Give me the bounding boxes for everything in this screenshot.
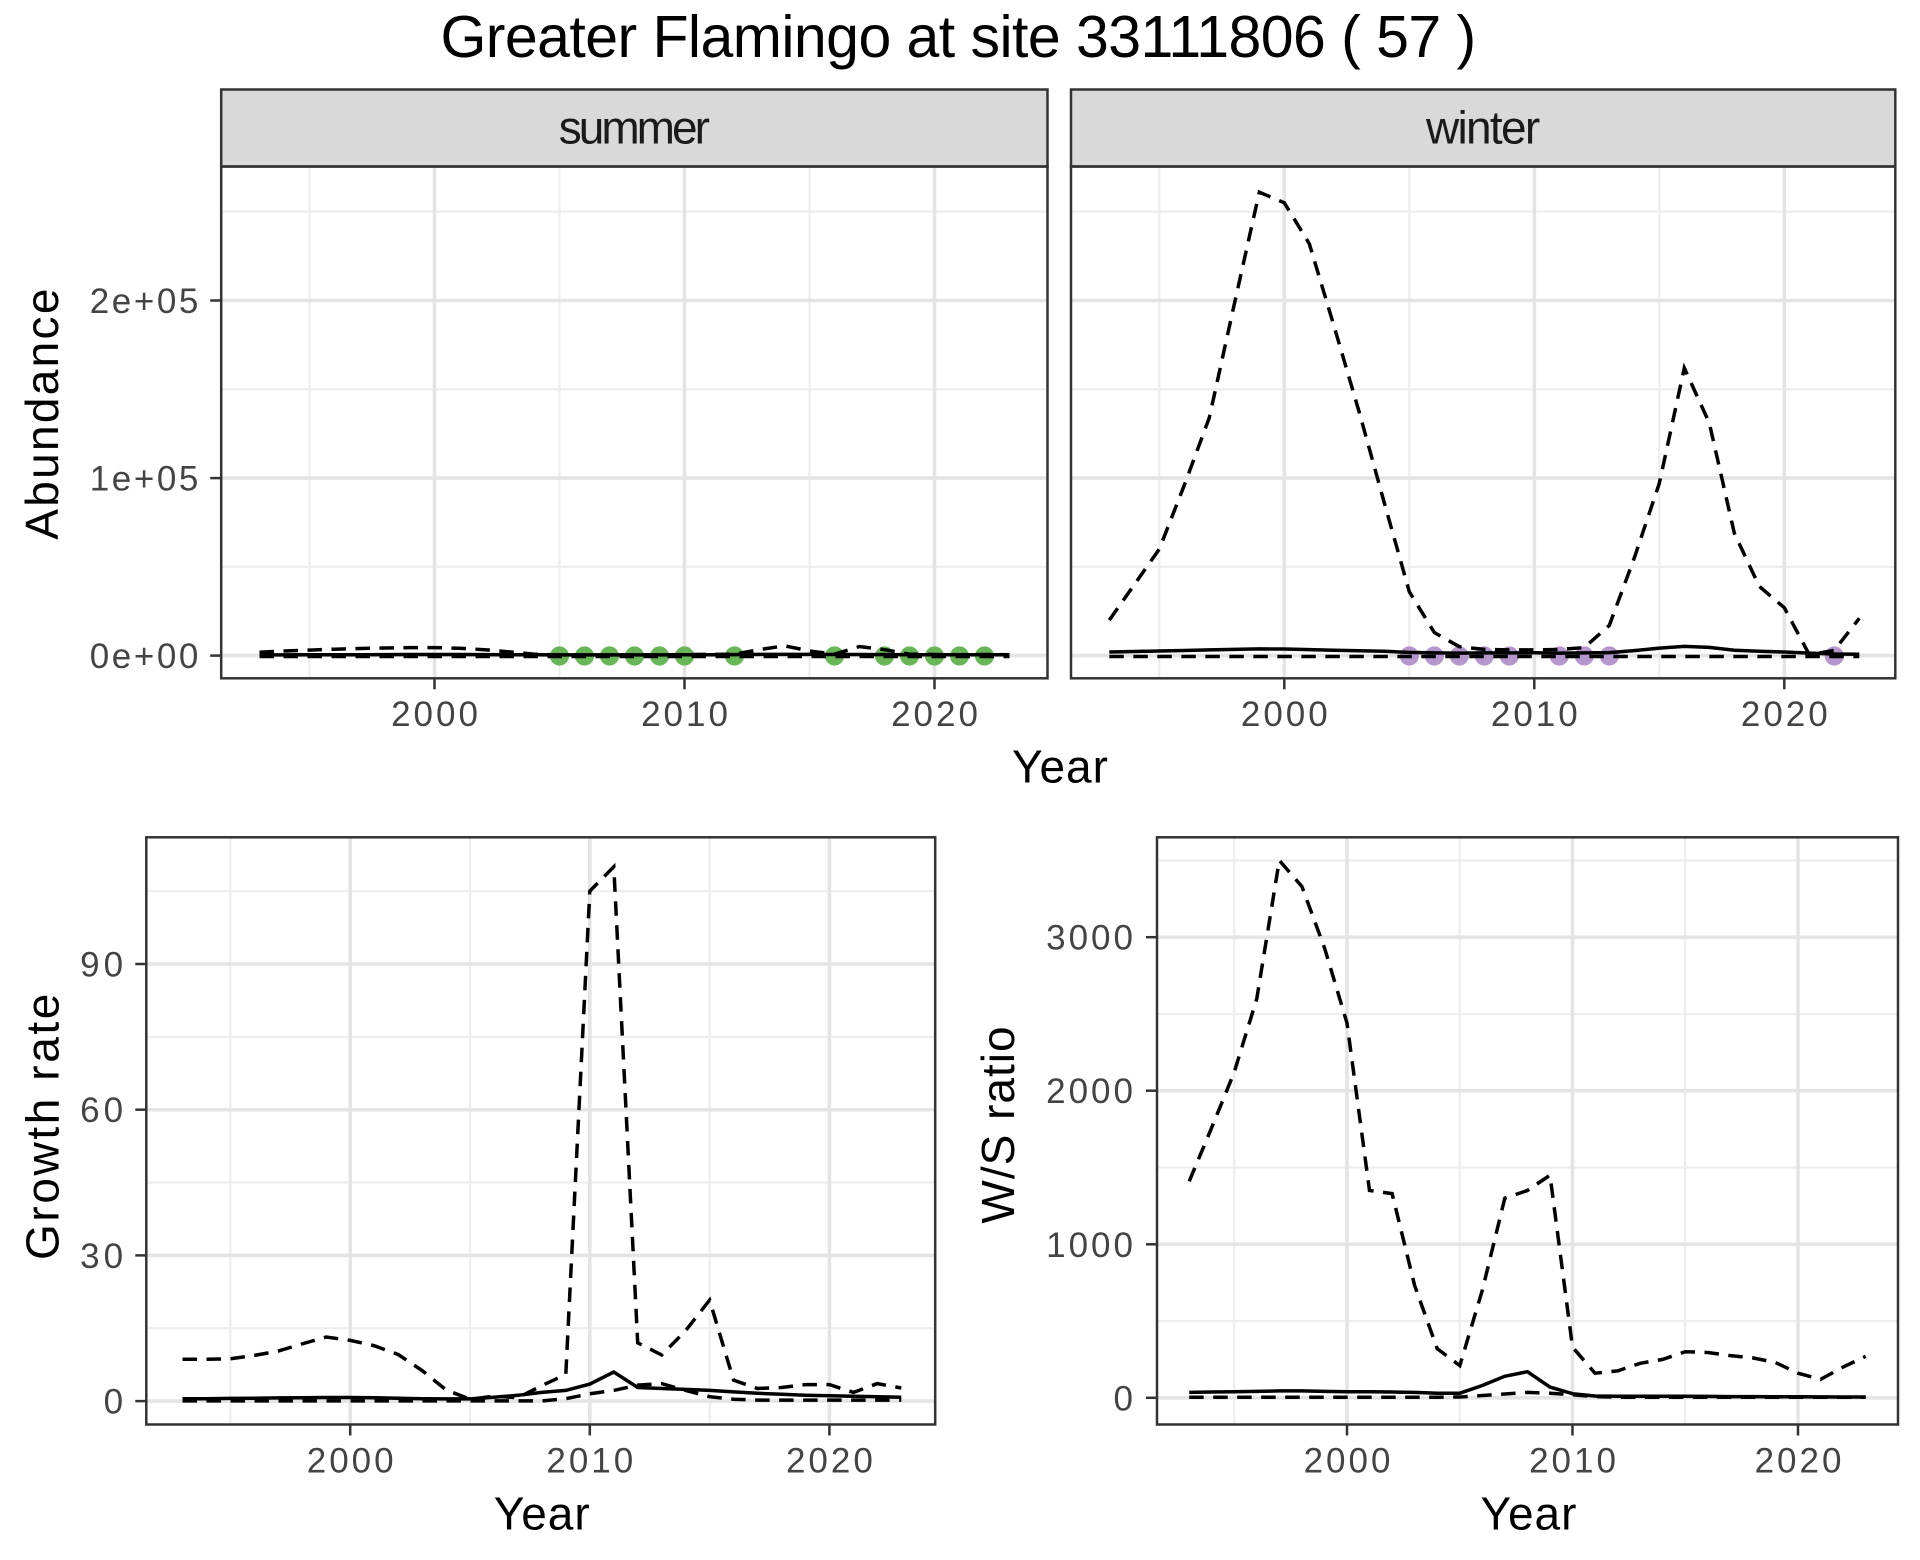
- svg-text:Year: Year: [1481, 1488, 1578, 1540]
- svg-text:60: 60: [80, 1091, 127, 1130]
- svg-text:3000: 3000: [1046, 919, 1136, 958]
- svg-text:2010: 2010: [546, 1442, 636, 1481]
- svg-text:2020: 2020: [786, 1442, 876, 1481]
- svg-text:Year: Year: [494, 1488, 591, 1540]
- svg-text:0: 0: [104, 1383, 127, 1422]
- svg-text:1000: 1000: [1046, 1226, 1136, 1265]
- svg-text:Abundance: Abundance: [16, 286, 68, 539]
- svg-text:90: 90: [80, 946, 127, 985]
- svg-text:2020: 2020: [891, 695, 981, 734]
- svg-text:Year: Year: [1012, 741, 1109, 793]
- svg-text:2000: 2000: [1304, 1442, 1394, 1481]
- svg-text:winter: winter: [1425, 102, 1540, 154]
- svg-text:2000: 2000: [307, 1442, 397, 1481]
- svg-text:30: 30: [80, 1237, 127, 1276]
- svg-text:1e+05: 1e+05: [90, 460, 201, 499]
- svg-text:2020: 2020: [1741, 695, 1831, 734]
- svg-text:summer: summer: [559, 102, 710, 154]
- svg-text:2010: 2010: [1529, 1442, 1619, 1481]
- svg-text:W/S ratio: W/S ratio: [972, 1025, 1024, 1223]
- svg-text:2000: 2000: [1241, 695, 1331, 734]
- svg-text:2010: 2010: [641, 695, 731, 734]
- svg-text:0e+00: 0e+00: [90, 637, 201, 676]
- svg-text:Greater Flamingo at site 33111: Greater Flamingo at site 33111806 ( 57 ): [440, 4, 1475, 70]
- svg-text:2010: 2010: [1491, 695, 1581, 734]
- svg-text:Growth rate: Growth rate: [17, 991, 69, 1260]
- svg-text:2000: 2000: [391, 695, 481, 734]
- svg-text:2e+05: 2e+05: [90, 282, 201, 321]
- svg-text:0: 0: [1114, 1379, 1136, 1418]
- svg-text:2000: 2000: [1046, 1072, 1136, 1111]
- svg-text:2020: 2020: [1755, 1442, 1845, 1481]
